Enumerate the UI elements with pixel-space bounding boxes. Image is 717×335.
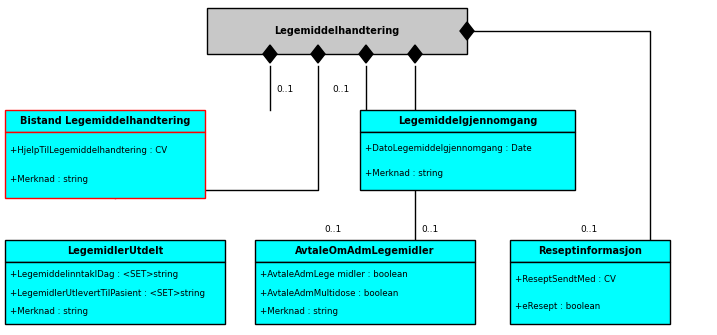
Bar	[360, 110, 575, 132]
Text: 0..1: 0..1	[324, 225, 341, 234]
Bar	[360, 132, 575, 190]
Text: +Merknad : string: +Merknad : string	[10, 175, 88, 184]
Polygon shape	[263, 45, 277, 63]
Polygon shape	[311, 45, 325, 63]
Text: +eResept : boolean: +eResept : boolean	[515, 302, 600, 311]
Bar	[5, 240, 225, 262]
Text: +AvtaleAdmMultidose : boolean: +AvtaleAdmMultidose : boolean	[260, 288, 399, 297]
Bar	[5, 132, 205, 198]
Polygon shape	[359, 45, 373, 63]
Polygon shape	[408, 45, 422, 63]
Text: 0..1: 0..1	[332, 85, 349, 94]
Polygon shape	[460, 22, 474, 40]
Text: Legemiddelhandtering: Legemiddelhandtering	[275, 26, 399, 36]
Text: +Merknad : string: +Merknad : string	[10, 307, 88, 316]
Text: +HjelpTilLegemiddelhandtering : CV: +HjelpTilLegemiddelhandtering : CV	[10, 146, 167, 155]
Text: 0..1: 0..1	[421, 225, 438, 234]
Text: Legemiddelgjennomgang: Legemiddelgjennomgang	[398, 116, 537, 126]
Bar	[255, 240, 475, 262]
Text: +Merknad : string: +Merknad : string	[365, 169, 443, 178]
Text: +DatoLegemiddelgjennomgang : Date: +DatoLegemiddelgjennomgang : Date	[365, 144, 532, 153]
Text: +AvtaleAdmLege midler : boolean: +AvtaleAdmLege midler : boolean	[260, 270, 408, 279]
Text: +LegemidlerUtlevertTilPasient : <SET>string: +LegemidlerUtlevertTilPasient : <SET>str…	[10, 288, 205, 297]
Text: 0..1: 0..1	[276, 85, 293, 94]
Bar	[5, 110, 205, 132]
Text: 0..1: 0..1	[580, 225, 597, 234]
Bar	[255, 262, 475, 324]
Text: +LegemiddelinntakIDag : <SET>string: +LegemiddelinntakIDag : <SET>string	[10, 270, 178, 279]
Text: +Merknad : string: +Merknad : string	[260, 307, 338, 316]
Text: Bistand Legemiddelhandtering: Bistand Legemiddelhandtering	[20, 116, 190, 126]
Text: LegemidlerUtdelt: LegemidlerUtdelt	[67, 246, 163, 256]
Bar	[207, 8, 467, 54]
Bar	[5, 262, 225, 324]
Bar	[510, 240, 670, 262]
Text: +ReseptSendtMed : CV: +ReseptSendtMed : CV	[515, 275, 616, 284]
Bar	[510, 262, 670, 324]
Text: Reseptinformasjon: Reseptinformasjon	[538, 246, 642, 256]
Text: AvtaleOmAdmLegemidler: AvtaleOmAdmLegemidler	[295, 246, 435, 256]
